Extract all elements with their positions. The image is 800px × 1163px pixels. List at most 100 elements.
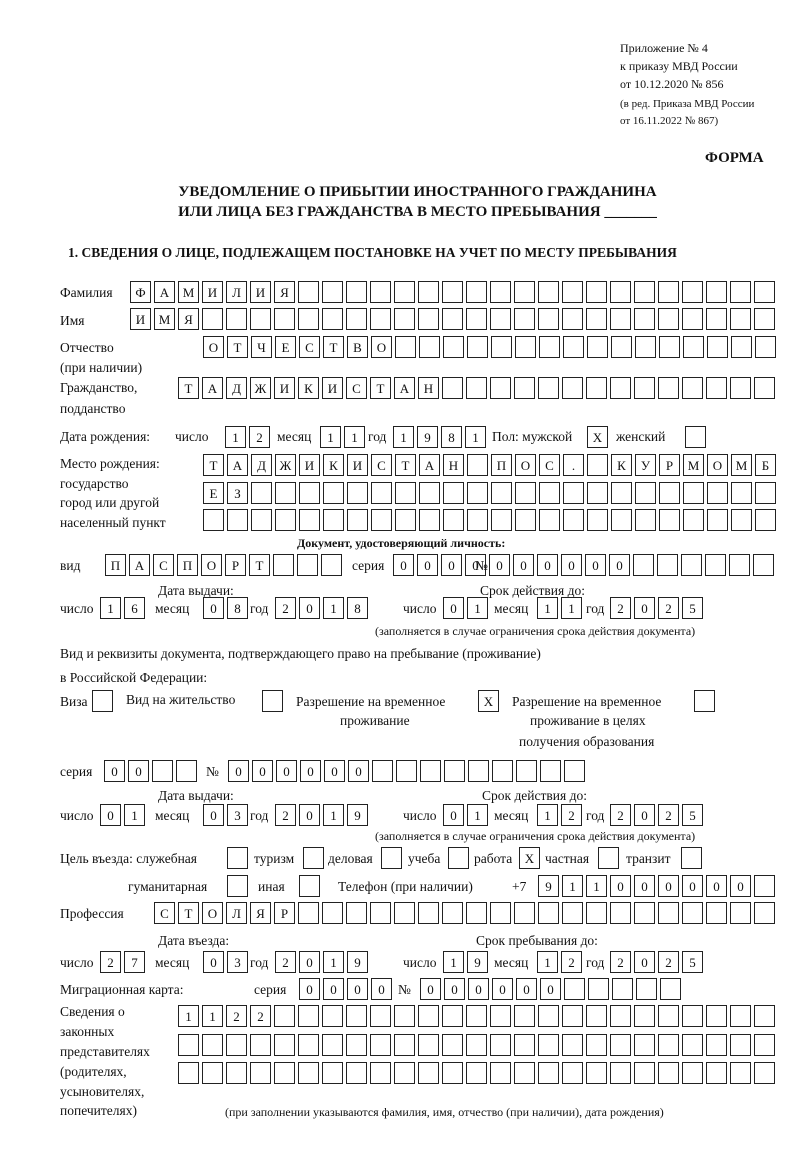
char-cell[interactable] <box>394 902 415 924</box>
char-cell[interactable] <box>681 554 702 576</box>
char-cell[interactable] <box>419 482 440 504</box>
char-cell[interactable] <box>755 336 776 358</box>
char-cell[interactable] <box>586 281 607 303</box>
char-cell[interactable] <box>564 978 585 1000</box>
char-cell[interactable] <box>682 902 703 924</box>
char-cell[interactable] <box>694 690 715 712</box>
char-cell[interactable] <box>466 308 487 330</box>
char-cell[interactable] <box>539 336 560 358</box>
char-cell[interactable] <box>466 1005 487 1027</box>
char-cell[interactable]: П <box>491 454 512 476</box>
char-cell[interactable] <box>659 336 680 358</box>
char-cell[interactable]: Т <box>203 454 224 476</box>
char-cell[interactable] <box>492 760 513 782</box>
char-cell[interactable] <box>443 482 464 504</box>
char-cell[interactable]: С <box>371 454 392 476</box>
char-cell[interactable] <box>755 509 776 531</box>
char-cell[interactable]: 5 <box>682 597 703 619</box>
char-cell[interactable] <box>514 1062 535 1084</box>
char-cell[interactable] <box>730 281 751 303</box>
char-cell[interactable]: Т <box>249 554 270 576</box>
char-cell[interactable]: 0 <box>540 978 561 1000</box>
char-cell[interactable]: С <box>153 554 174 576</box>
char-cell[interactable]: 8 <box>347 597 368 619</box>
char-cell[interactable]: 1 <box>537 951 558 973</box>
char-cell[interactable] <box>370 281 391 303</box>
char-cell[interactable] <box>562 1005 583 1027</box>
char-cell[interactable]: С <box>154 902 175 924</box>
char-cell[interactable] <box>442 1062 463 1084</box>
char-cell[interactable]: 0 <box>634 804 655 826</box>
char-cell[interactable] <box>730 1062 751 1084</box>
char-cell[interactable] <box>491 336 512 358</box>
char-cell[interactable]: 0 <box>513 554 534 576</box>
char-cell[interactable] <box>394 1005 415 1027</box>
char-cell[interactable]: 3 <box>227 951 248 973</box>
char-cell[interactable]: 2 <box>561 804 582 826</box>
char-cell[interactable] <box>563 509 584 531</box>
char-cell[interactable] <box>682 308 703 330</box>
char-cell[interactable]: X <box>519 847 540 869</box>
char-cell[interactable] <box>298 1062 319 1084</box>
char-cell[interactable]: 0 <box>444 978 465 1000</box>
char-cell[interactable] <box>586 1005 607 1027</box>
char-cell[interactable] <box>322 1062 343 1084</box>
char-cell[interactable] <box>448 847 469 869</box>
char-cell[interactable] <box>466 281 487 303</box>
char-cell[interactable]: Л <box>226 902 247 924</box>
char-cell[interactable] <box>419 509 440 531</box>
char-cell[interactable] <box>303 847 324 869</box>
char-cell[interactable]: Д <box>226 377 247 399</box>
purpose-service-checkbox[interactable] <box>227 847 248 869</box>
char-cell[interactable]: 1 <box>323 597 344 619</box>
char-cell[interactable]: Я <box>274 281 295 303</box>
char-cell[interactable]: Я <box>250 902 271 924</box>
char-cell[interactable] <box>346 1062 367 1084</box>
char-cell[interactable] <box>755 482 776 504</box>
char-cell[interactable]: 8 <box>441 426 462 448</box>
char-cell[interactable] <box>706 377 727 399</box>
char-cell[interactable]: X <box>478 690 499 712</box>
char-cell[interactable] <box>707 509 728 531</box>
char-cell[interactable]: К <box>298 377 319 399</box>
char-cell[interactable] <box>152 760 173 782</box>
char-cell[interactable] <box>490 1034 511 1056</box>
char-cell[interactable] <box>467 454 488 476</box>
char-cell[interactable] <box>562 308 583 330</box>
char-cell[interactable] <box>514 1034 535 1056</box>
char-cell[interactable]: Ч <box>251 336 272 358</box>
char-cell[interactable] <box>562 1034 583 1056</box>
char-cell[interactable]: 0 <box>706 875 727 897</box>
char-cell[interactable] <box>730 902 751 924</box>
purpose-other-checkbox[interactable] <box>299 875 320 897</box>
char-cell[interactable] <box>706 1005 727 1027</box>
char-cell[interactable]: М <box>178 281 199 303</box>
char-cell[interactable] <box>563 336 584 358</box>
char-cell[interactable] <box>683 336 704 358</box>
char-cell[interactable] <box>754 902 775 924</box>
char-cell[interactable]: 0 <box>730 875 751 897</box>
char-cell[interactable]: 0 <box>299 951 320 973</box>
char-cell[interactable] <box>731 509 752 531</box>
char-cell[interactable] <box>635 482 656 504</box>
birth-place-field[interactable] <box>203 509 776 531</box>
char-cell[interactable] <box>514 1005 535 1027</box>
char-cell[interactable]: 1 <box>323 951 344 973</box>
char-cell[interactable]: О <box>371 336 392 358</box>
char-cell[interactable]: 9 <box>347 804 368 826</box>
char-cell[interactable]: В <box>347 336 368 358</box>
char-cell[interactable]: 2 <box>610 597 631 619</box>
char-cell[interactable] <box>514 308 535 330</box>
